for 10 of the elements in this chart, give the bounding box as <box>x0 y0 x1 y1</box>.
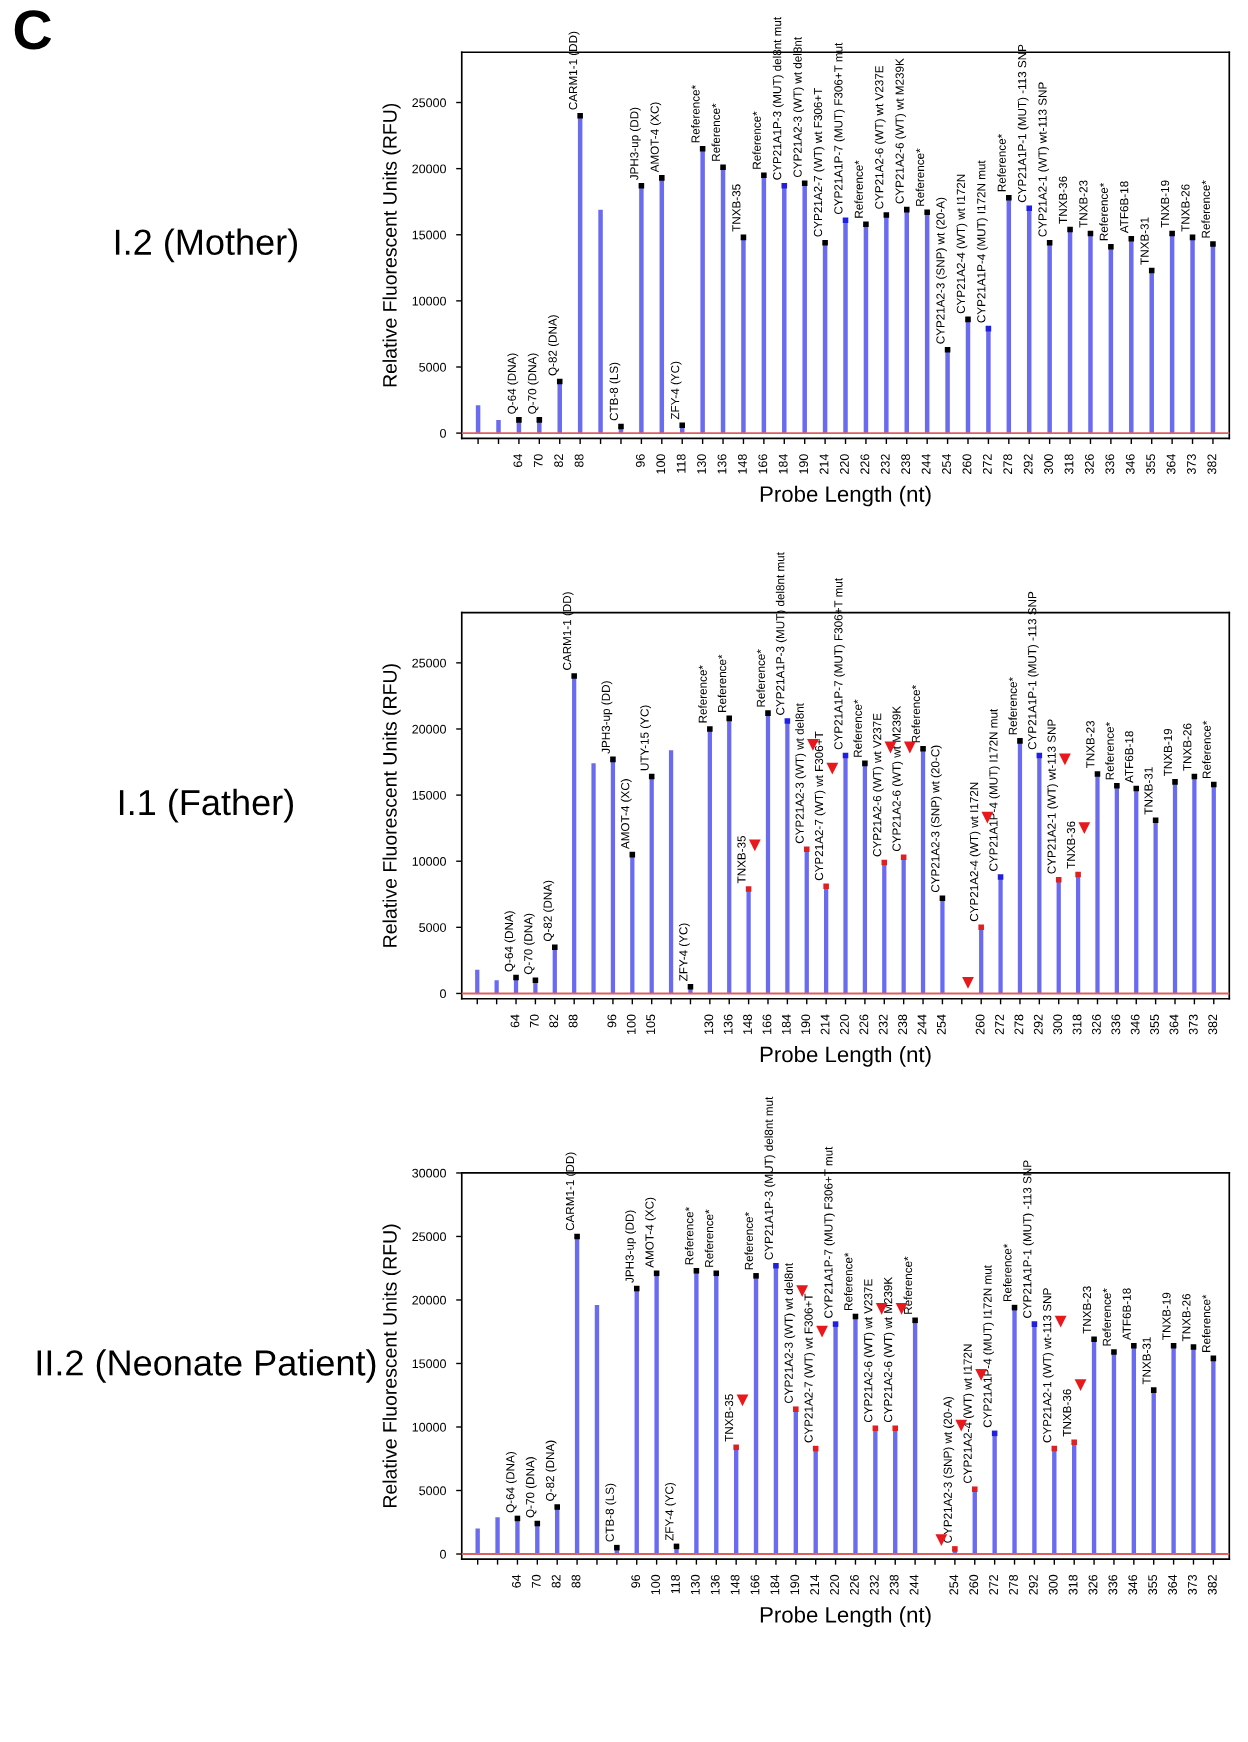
x-axis-title: Probe Length (nt) <box>760 485 931 507</box>
y-axis-title: Relative Fluorescent Units (RFU) <box>382 664 401 947</box>
y-axis-title: Relative Fluorescent Units (RFU) <box>382 1224 401 1508</box>
x-axis-title: Probe Length (nt) <box>760 1045 931 1067</box>
x-axis-title: Probe Length (nt) <box>760 1606 931 1628</box>
y-axis-title: Relative Fluorescent Units (RFU) <box>382 103 401 387</box>
text: I.2 (Mother) <box>115 228 297 263</box>
text: I.1 (Father) <box>119 788 293 823</box>
text: II.2 (Neonate Patient) <box>37 1349 376 1383</box>
text: C <box>14 10 52 50</box>
